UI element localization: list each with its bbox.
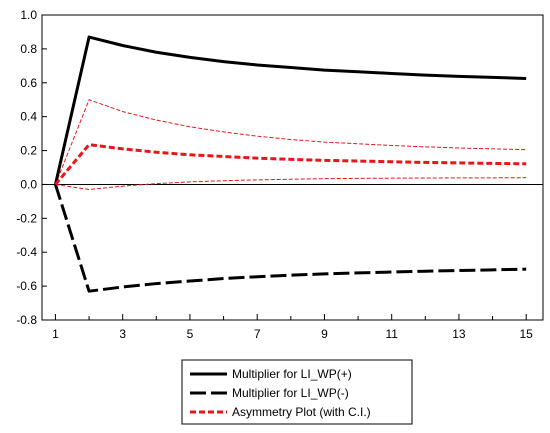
x-tick-label: 5 [187,327,194,341]
y-tick-label: -0.4 [16,245,37,259]
ci-lower-line [55,177,527,191]
axis-layer: -0.8-0.6-0.4-0.20.00.20.40.60.81.01 3 5 7 9 1… [16,8,533,341]
x-tick-label: 15 [520,327,534,341]
plot-area [41,14,544,321]
x-tick-label: 11 [385,327,398,341]
y-tick-label: 0.6 [20,76,37,90]
y-tick-label: -0.2 [16,211,37,225]
legend-label-3: Asymmetry Plot (with C.I.) [232,405,371,419]
legend-label-1: Multiplier for LI_WP(+) [232,367,352,381]
legend-label-2: Multiplier for LI_WP(-) [232,386,349,400]
y-tick-label: -0.6 [16,279,37,293]
y-tick-label: 0.8 [20,42,37,56]
y-tick-label: 0.4 [20,110,37,124]
x-tick-label: 3 [119,327,126,341]
series-layer [53,35,527,293]
x-tick-label: 1 [52,327,59,341]
y-tick-label: 0.0 [20,177,37,191]
x-tick-label: 13 [452,327,466,341]
series-line-1 [53,35,527,185]
y-tick-label: 1.0 [20,8,37,22]
series-line-2 [54,183,527,293]
x-tick-label: 7 [254,327,261,341]
series-line-3 [54,143,527,186]
confidence-band-layer [54,99,527,191]
legend: Multiplier for LI_WP(+) Multiplier for LI… [181,359,413,425]
y-tick-label: -0.8 [16,313,37,327]
ci-upper-line [54,99,527,185]
y-tick-label: 0.2 [20,144,37,158]
x-tick-label: 9 [321,327,328,341]
